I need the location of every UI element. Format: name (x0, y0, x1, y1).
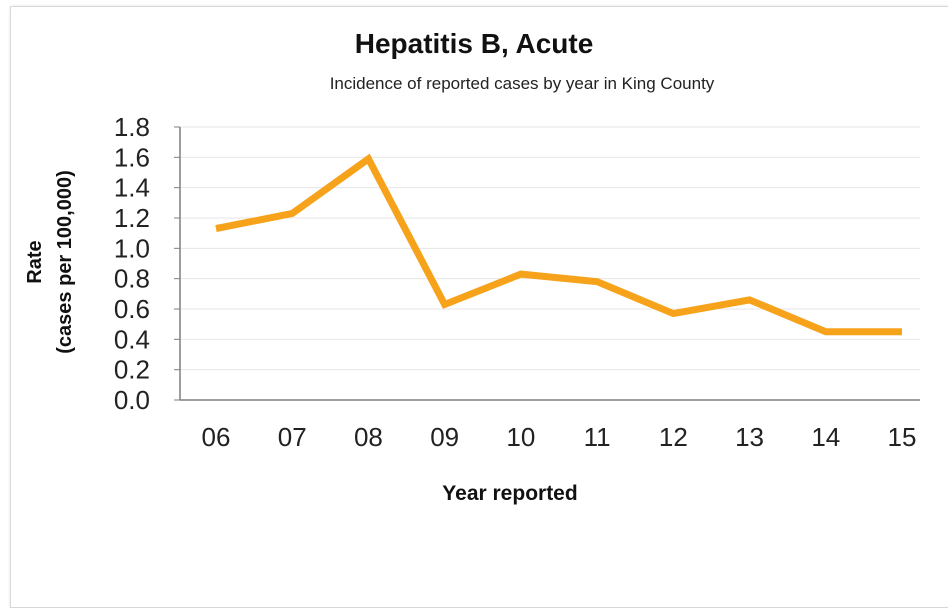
x-tick-label: 09 (430, 422, 459, 452)
y-tick-label: 0.6 (114, 294, 150, 324)
gridlines (180, 127, 920, 370)
y-tick-labels: 0.00.20.40.60.81.01.21.41.61.8 (114, 112, 150, 415)
y-tick-label: 1.8 (114, 112, 150, 142)
axes (174, 127, 920, 400)
y-tick-label: 1.2 (114, 203, 150, 233)
y-tick-label: 1.6 (114, 142, 150, 172)
x-tick-labels: 06 07 08 09 10 11 12 13 14 15 (202, 422, 917, 452)
x-tick-label: 12 (659, 422, 688, 452)
line-chart: 0.00.20.40.60.81.01.21.41.61.8 06 07 08 09 1… (0, 0, 948, 571)
x-tick-label: 10 (506, 422, 535, 452)
x-tick-label: 07 (278, 422, 307, 452)
y-tick-label: 1.4 (114, 173, 150, 203)
x-tick-label: 15 (888, 422, 917, 452)
x-tick-label: 13 (735, 422, 764, 452)
y-tick-label: 1.0 (114, 233, 150, 263)
chart-frame: Hepatitis B, Acute Incidence of reported… (0, 0, 948, 571)
x-tick-label: 08 (354, 422, 383, 452)
series-layer (216, 159, 902, 332)
x-tick-label: 06 (202, 422, 231, 452)
y-tick-label: 0.8 (114, 264, 150, 294)
y-tick-label: 0.2 (114, 355, 150, 385)
y-tick-label: 0.0 (114, 385, 150, 415)
x-tick-label: 14 (811, 422, 840, 452)
x-tick-label: 11 (584, 422, 611, 452)
series-line (216, 159, 902, 332)
y-tick-label: 0.4 (114, 324, 150, 354)
